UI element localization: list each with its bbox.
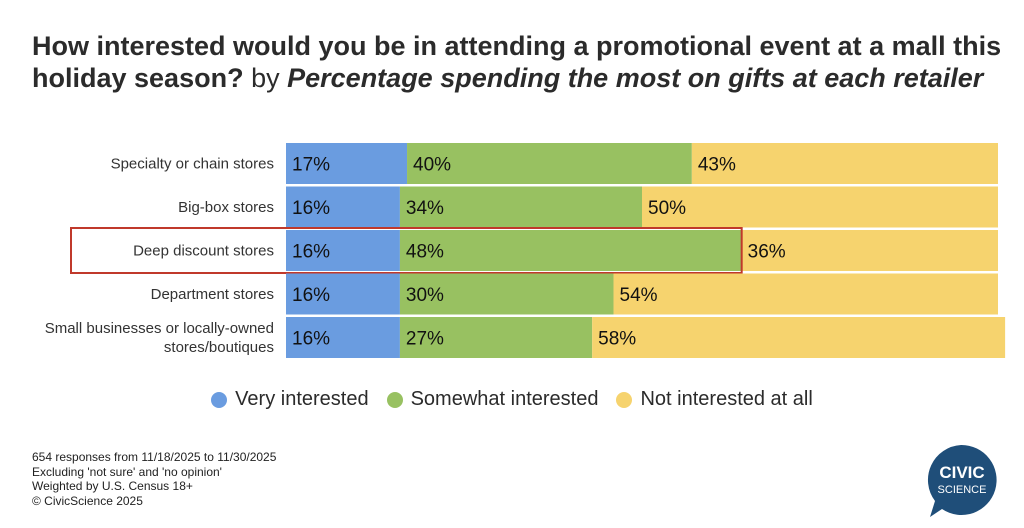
- bar-label-specialty-or-chain-stores-somewhat-interested: 40%: [413, 155, 451, 176]
- footnote-responses: 654 responses from 11/18/2025 to 11/30/2…: [32, 450, 277, 464]
- footnotes: 654 responses from 11/18/2025 to 11/30/2…: [32, 450, 276, 508]
- legend-swatch-not-interested: [616, 391, 633, 408]
- legend-swatch-somewhat-interested: [386, 391, 403, 408]
- bar-label-department-stores-somewhat-interested: 30%: [406, 285, 444, 306]
- bar-specialty-or-chain-stores-very-interested: [286, 143, 408, 184]
- bar-label-small-businesses-or-locally-owned-stores-boutiques-not-interested-at-all: 58%: [598, 329, 636, 350]
- category-label-small-businesses-or-locally-owned-stores-boutiques-line-2: stores/boutiques: [164, 339, 274, 356]
- legend-label-somewhat-interested: Somewhat interested: [410, 388, 599, 410]
- legend-label-very-interested: Very interested: [235, 388, 369, 410]
- bar-big-box-stores-very-interested: [286, 186, 400, 228]
- bar-deep-discount-stores-very-interested: [286, 230, 400, 271]
- bar-big-box-stores-not-interested-at-all: [642, 186, 998, 228]
- bar-small-businesses-or-locally-owned-stores-boutiques-very-interested: [286, 317, 400, 358]
- legend-item-very-interested: Very interested: [211, 388, 369, 411]
- footnote-weighting: Weighted by U.S. Census 18+: [32, 479, 193, 493]
- chart-title-by: by: [251, 63, 280, 93]
- bar-label-big-box-stores-very-interested: 16%: [292, 198, 330, 219]
- chart-title-qualifier: Percentage spending the most on gifts at…: [287, 63, 984, 93]
- logo-text-civic: CIVIC: [939, 463, 984, 482]
- bar-small-businesses-or-locally-owned-stores-boutiques-not-interested-at-all: [592, 317, 1006, 358]
- legend-item-not-interested: Not interested at all: [616, 388, 813, 411]
- category-label-specialty-or-chain-stores: Specialty or chain stores: [111, 156, 274, 173]
- bar-department-stores-somewhat-interested: [399, 273, 614, 315]
- chart-title-main: How interested would you be in attending…: [32, 31, 1002, 93]
- bar-label-deep-discount-stores-somewhat-interested: 48%: [406, 242, 444, 263]
- bar-label-specialty-or-chain-stores-not-interested-at-all: 43%: [698, 155, 736, 176]
- bar-small-businesses-or-locally-owned-stores-boutiques-somewhat-interested: [399, 317, 593, 358]
- chart-legend: Very interested Somewhat interested Not …: [0, 388, 1024, 411]
- bar-label-department-stores-very-interested: 16%: [292, 285, 330, 306]
- bar-label-big-box-stores-not-interested-at-all: 50%: [648, 198, 686, 219]
- bar-specialty-or-chain-stores-somewhat-interested: [407, 143, 692, 184]
- bar-label-big-box-stores-somewhat-interested: 34%: [406, 198, 444, 219]
- logo-text-science: SCIENCE: [938, 484, 987, 496]
- legend-label-not-interested: Not interested at all: [640, 388, 813, 410]
- footnote-copyright: © CivicScience 2025: [32, 493, 143, 508]
- category-label-deep-discount-stores: Deep discount stores: [133, 243, 274, 260]
- category-label-department-stores: Department stores: [151, 286, 274, 303]
- category-label-big-box-stores: Big-box stores: [178, 199, 274, 216]
- chart-title: How interested would you be in attending…: [32, 30, 1002, 94]
- bar-department-stores-very-interested: [286, 273, 400, 315]
- highlight-box-deep-discount-stores: [70, 227, 743, 274]
- civicscience-logo: CIVIC SCIENCE: [927, 444, 997, 517]
- bar-big-box-stores-somewhat-interested: [399, 186, 642, 228]
- bar-label-specialty-or-chain-stores-very-interested: 17%: [292, 155, 330, 176]
- bar-specialty-or-chain-stores-not-interested-at-all: [691, 143, 998, 184]
- footnote-exclusions: Excluding 'not sure' and 'no opinion': [32, 464, 222, 479]
- bar-label-department-stores-not-interested-at-all: 54%: [620, 285, 658, 306]
- bar-label-deep-discount-stores-not-interested-at-all: 36%: [748, 242, 786, 263]
- bar-label-small-businesses-or-locally-owned-stores-boutiques-somewhat-interested: 27%: [406, 329, 444, 350]
- logo-bubble-shape: [927, 444, 997, 517]
- legend-item-somewhat-interested: Somewhat interested: [386, 388, 599, 411]
- bar-label-deep-discount-stores-very-interested: 16%: [292, 242, 330, 263]
- category-label-small-businesses-or-locally-owned-stores-boutiques-line-1: Small businesses or locally-owned: [45, 320, 274, 337]
- bar-department-stores-not-interested-at-all: [613, 273, 998, 315]
- legend-swatch-very-interested: [211, 391, 228, 408]
- bar-label-small-businesses-or-locally-owned-stores-boutiques-very-interested: 16%: [292, 329, 330, 350]
- bar-deep-discount-stores-somewhat-interested: [399, 230, 742, 271]
- bar-deep-discount-stores-not-interested-at-all: [741, 230, 998, 271]
- stacked-bar-chart: 17% 40% 43% Specialty or chain stores 16% 34%…: [45, 143, 1006, 358]
